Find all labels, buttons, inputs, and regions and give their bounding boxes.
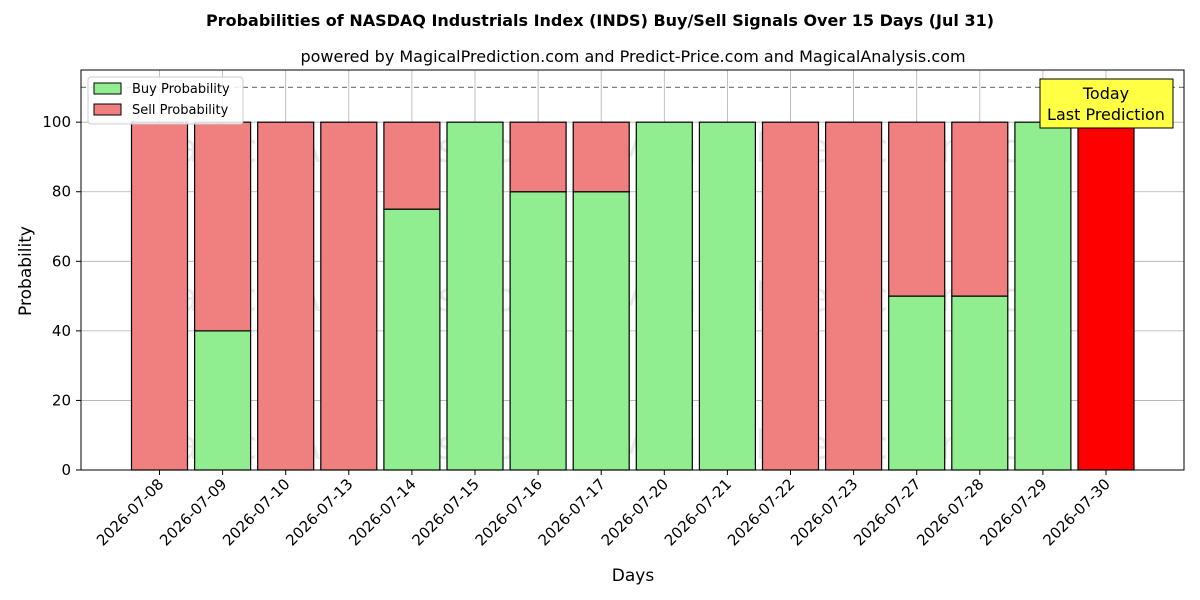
x-tick-label: 2026-07-16 [472,475,546,549]
legend-label: Buy Probability [132,82,230,97]
bar-sell [572,121,630,193]
x-tick-label: 2026-07-17 [535,475,609,549]
bar-buy [509,191,567,471]
plot-frame [80,69,1185,471]
callout-text: Today [1082,84,1129,103]
legend-label: Sell Probability [132,103,229,118]
bar-sell-highlight [1077,121,1135,471]
bar-buy [951,295,1009,471]
bar-buy [446,121,504,471]
x-tick-label: 2026-07-14 [345,475,419,549]
x-tick-label: 2026-07-27 [850,475,924,549]
x-tick-label: 2026-07-30 [1039,475,1113,549]
bar-buy [635,121,693,471]
x-tick-label: 2026-07-22 [724,475,798,549]
x-tick-label: 2026-07-21 [661,475,735,549]
bar-layer [130,121,1135,471]
x-tick-label: 2026-07-20 [598,475,672,549]
x-tick-label: 2026-07-15 [408,475,482,549]
bar-sell [383,121,441,210]
x-tick-label: 2026-07-10 [219,475,293,549]
legend-swatch [93,103,122,116]
bar-sell [130,121,189,471]
legend: Buy Probability Sell Probability [87,76,244,125]
y-tick-label: 100 [42,113,71,131]
bar-sell [824,121,883,471]
x-tick-label: 2026-07-08 [93,475,167,549]
bar-sell [761,121,820,471]
callout-box [1039,78,1174,129]
x-tick-label: 2026-07-13 [282,475,356,549]
x-tick-label: 2026-07-29 [976,475,1050,549]
bar-buy [383,208,441,471]
y-tick-label: 0 [61,461,71,479]
chart-title: Probabilities of NASDAQ Industrials Inde… [206,11,994,30]
x-tick-label: 2026-07-28 [913,475,987,549]
y-tick-label: 60 [52,252,71,270]
callout: Today Last Prediction [1039,78,1174,129]
y-tick-label: 40 [52,322,71,340]
callout-text: Last Prediction [1047,105,1165,124]
bar-buy [572,191,630,471]
y-tick-label: 80 [52,183,71,201]
bar-sell [509,121,567,193]
bar-sell [257,121,315,471]
y-tick-label: 20 [52,391,71,409]
legend-box [87,76,244,125]
bar-sell [888,121,946,297]
bar-buy [698,121,757,471]
bar-sell [194,121,252,332]
bar-buy [1014,121,1072,471]
y-axis-label: Probability [16,226,36,316]
bar-sell [320,121,378,471]
bar-sell [951,121,1009,297]
x-tick-label: 2026-07-09 [156,475,230,549]
x-axis-label: Days [612,566,655,586]
bar-buy [888,295,946,471]
chart-subtitle: powered by MagicalPrediction.com and Pre… [300,47,965,66]
x-tick-label: 2026-07-23 [787,475,861,549]
bar-buy [194,330,252,471]
legend-swatch [93,82,122,95]
